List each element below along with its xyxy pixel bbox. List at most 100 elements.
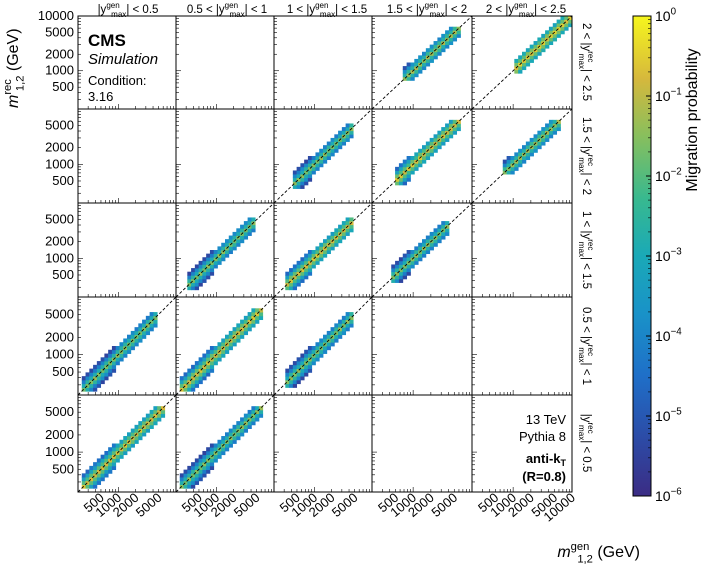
heatmap-cell [529,152,534,157]
heatmap-cell [198,458,203,463]
heatmap-cell [285,372,290,377]
heatmap-cell [345,315,350,321]
heatmap-cell [194,372,200,377]
heatmap-cell [300,257,305,262]
heatmap-cell [548,37,554,42]
heatmap-cell [319,163,324,168]
heatmap-cell [187,379,192,385]
heatmap-cell [304,174,309,179]
heatmap-cell [349,130,354,135]
heatmap-cell [533,148,538,153]
heatmap-cell [422,156,427,161]
y-tick-label: 2000 [45,46,74,61]
heatmap-cell [255,413,260,418]
heatmap-cell [330,141,335,146]
y-axis-title-group: mrec1,2 (GeV) [2,28,27,108]
y-tick-label: 2000 [45,329,74,344]
heatmap-cell [502,166,508,171]
heatmap-cell [300,368,305,373]
heatmap-cell [217,246,222,251]
heatmap-cell [345,231,350,236]
heatmap-cell [202,368,207,373]
heatmap-cell [202,473,207,478]
heatmap-cell [89,469,94,474]
heatmap-cell [341,327,347,332]
heatmap-cell [296,376,301,381]
heatmap-cell [100,477,105,482]
heatmap-cell [441,33,446,38]
heatmap-cell [315,353,320,358]
heatmap-cell [445,127,450,132]
heatmap-cell [296,278,301,283]
heatmap-cell [232,242,237,247]
heatmap-cell [448,123,454,128]
heatmap-cell [89,387,94,392]
heatmap-cell [564,19,569,24]
heatmap-cell [232,246,237,251]
heatmap-cell [85,383,90,388]
heatmap-cell [402,260,408,265]
heatmap-cell [236,334,241,339]
heatmap-cell [202,268,207,273]
heatmap-cell [564,23,569,28]
heatmap-cell [142,417,147,422]
heatmap-cell [414,152,419,157]
heatmap-cell [433,228,438,233]
heatmap-cell [445,123,450,128]
heatmap-cell [518,148,523,153]
diagonal-line [471,15,573,110]
heatmap-cell [93,368,98,373]
heatmap-cell [441,127,446,132]
heatmap-cell [398,264,404,269]
heatmap-cell [433,44,438,49]
y-tick-label: 1000 [45,156,74,171]
heatmap-cell [545,41,550,46]
heatmap-cell [183,484,188,489]
heatmap-cell [206,465,211,471]
heatmap-cell [533,134,538,139]
heatmap-cell [85,473,90,478]
heatmap-cell [414,250,419,255]
heatmap-cell [422,51,427,56]
heatmap-cell [402,271,408,276]
heatmap-cell [206,275,211,280]
diagonal-line [273,296,373,396]
heatmap-cell [111,462,117,467]
heatmap-cell [307,346,313,351]
heatmap-cell [307,264,313,269]
heatmap-cell [514,62,519,67]
heatmap-cell [296,357,301,362]
heatmap-cell [300,271,305,276]
heatmap-cell [228,346,233,351]
heatmap-cell [545,123,550,128]
heatmap-cell [243,235,249,240]
heatmap-cell [398,163,404,168]
heatmap-cell [236,421,241,426]
heatmap-cell [194,368,200,373]
heatmap-cell [525,48,531,53]
heatmap-cell [81,376,86,381]
heatmap-cell [209,264,215,269]
heatmap-cell [134,338,139,343]
heatmap-cell [429,242,434,247]
heatmap-cell [406,159,411,164]
chart-text: |ygen max| < 0.5 0.5 < |ygen max| < 1 1 < |y… [2,1,640,566]
heatmap-cell [134,327,139,332]
heatmap-cell [307,163,313,168]
heatmap-cell [221,447,226,452]
heatmap-cell [127,432,132,437]
heatmap-cell [406,163,411,168]
heatmap-cell [236,242,241,247]
heatmap-cell [425,152,431,157]
heatmap-cell [191,480,196,485]
heatmap-cell [198,264,203,269]
heatmap-cell [247,421,252,426]
heatmap-cell [108,469,113,474]
heatmap-cell [452,130,458,135]
heatmap-cell [414,260,419,265]
heatmap-cell [198,376,203,381]
heatmap-cell [326,152,331,157]
heatmap-cell [568,19,573,24]
heatmap-cell [292,361,298,366]
heatmap-cell [194,462,200,467]
